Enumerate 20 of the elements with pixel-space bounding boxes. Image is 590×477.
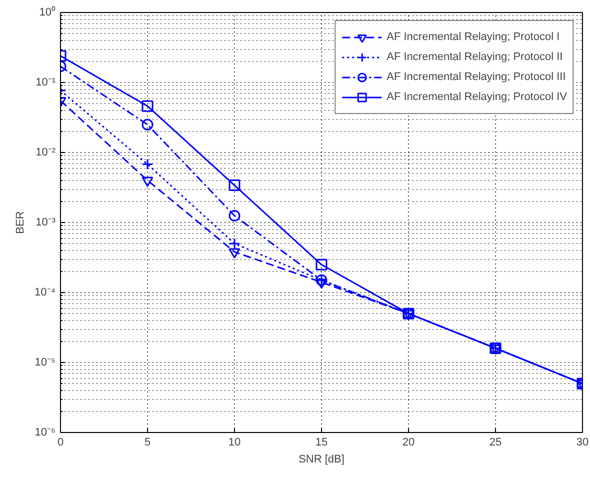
x-tick-label: 5 [144, 436, 151, 448]
y-tick-label: 10⁻¹ [36, 76, 56, 88]
y-tick-label: 10⁻⁶ [34, 426, 56, 438]
x-axis-title: SNR [dB] [298, 454, 344, 466]
y-tick-label: 10⁰ [39, 6, 56, 18]
legend-label: AF Incremental Relaying; Protocol I [386, 31, 560, 43]
y-axis-title: BER [14, 211, 27, 234]
legend-label: AF Incremental Relaying; Protocol II [386, 51, 563, 63]
x-tick-label: 15 [315, 436, 328, 448]
y-tick-label: 10⁻² [36, 146, 56, 158]
x-tick-label: 25 [489, 436, 502, 448]
legend-label: AF Incremental Relaying; Protocol III [386, 71, 566, 83]
x-tick-label: 10 [228, 436, 241, 448]
x-tick-label: 30 [576, 436, 589, 448]
y-tick-label: 10⁻⁵ [34, 356, 56, 368]
y-tick-label: 10⁻⁴ [34, 286, 56, 298]
legend-label: AF Incremental Relaying; Protocol IV [386, 91, 567, 103]
x-tick-label: 20 [402, 436, 415, 448]
y-tick-label: 10⁻³ [36, 216, 56, 228]
x-tick-label: 0 [57, 436, 64, 448]
